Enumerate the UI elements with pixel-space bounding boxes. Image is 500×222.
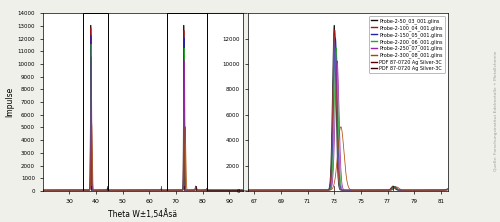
Y-axis label: Impulse: Impulse xyxy=(6,87,15,117)
Legend: Probe-2-50_03_001.glins, Probe-2-100_04_001.glins, Probe-2-150_05_001.glins, Pro: Probe-2-50_03_001.glins, Probe-2-100_04_… xyxy=(369,16,445,73)
Bar xyxy=(82,13,108,191)
Bar xyxy=(166,13,206,191)
Text: Quelle: Forschungsinstitut Edelmetalle + Metallchemie: Quelle: Forschungsinstitut Edelmetalle +… xyxy=(494,51,498,171)
X-axis label: Theta W±1,54Åsä: Theta W±1,54Åsä xyxy=(108,209,177,219)
